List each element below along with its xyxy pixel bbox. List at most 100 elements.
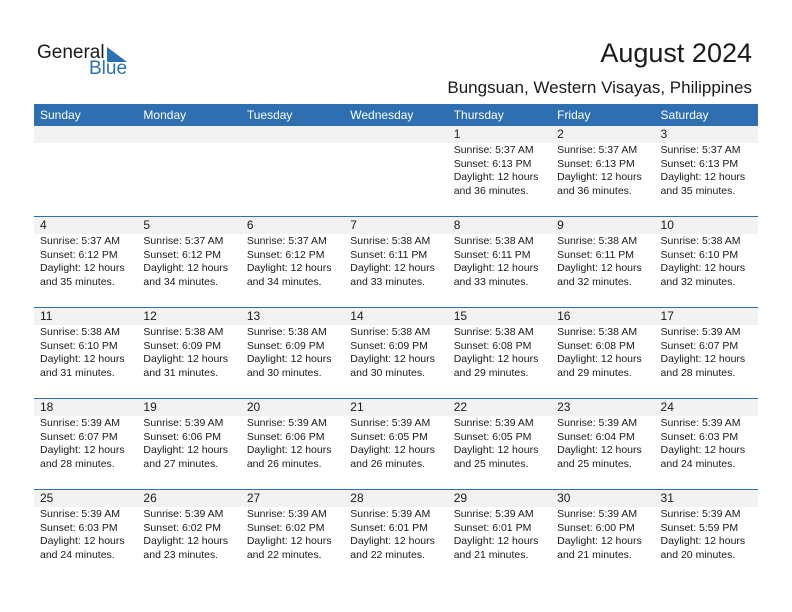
sunrise-text: Sunrise: 5:39 AM [557, 417, 638, 429]
daylight-text: Daylight: 12 hours [453, 262, 539, 274]
day-cell: 9 Sunrise: 5:38 AM Sunset: 6:11 PM Daylight… [551, 217, 655, 307]
day-number-band [240, 126, 345, 143]
day-number-band [137, 126, 241, 143]
day-cell: 30 Sunrise: 5:39 AM Sunset: 6:00 PM Dayligh… [551, 490, 655, 580]
sunrise-text: Sunrise: 5:39 AM [143, 508, 224, 520]
daylight-text: Daylight: 12 hours [246, 535, 332, 547]
daylight-text: Daylight: 12 hours [660, 444, 746, 456]
sunset-text: Sunset: 6:10 PM [660, 248, 739, 261]
daylight-text: Daylight: 12 hours [143, 262, 229, 274]
day-details: Sunrise: 5:39 AM Sunset: 6:07 PM Daylight:… [40, 417, 125, 471]
sunset-text: Sunset: 6:05 PM [350, 430, 428, 443]
sunrise-text: Sunrise: 5:39 AM [350, 508, 431, 520]
minutes-text: and 28 minutes. [660, 366, 736, 379]
day-cell: 15 Sunrise: 5:38 AM Sunset: 6:08 PM Dayligh… [447, 308, 552, 398]
weekday-tuesday: Tuesday [246, 108, 293, 122]
day-cell: 23 Sunrise: 5:39 AM Sunset: 6:04 PM Dayligh… [551, 399, 655, 489]
day-details: Sunrise: 5:38 AM Sunset: 6:11 PM Daylight:… [350, 235, 435, 289]
empty-cell [137, 126, 241, 216]
day-cell: 1 Sunrise: 5:37 AM Sunset: 6:13 PM Daylight… [447, 126, 552, 216]
calendar-grid: Sunday Monday Tuesday Wednesday Thursday Frid… [34, 104, 758, 580]
day-cell: 29 Sunrise: 5:39 AM Sunset: 6:01 PM Dayligh… [447, 490, 552, 580]
daylight-text: Daylight: 12 hours [143, 535, 229, 547]
minutes-text: and 22 minutes. [350, 548, 425, 561]
weekday-monday: Monday [143, 108, 187, 122]
sunset-text: Sunset: 6:11 PM [350, 248, 428, 261]
sunrise-text: Sunrise: 5:37 AM [143, 235, 224, 247]
minutes-text: and 28 minutes. [40, 457, 115, 470]
day-number: 27 [246, 491, 261, 505]
day-number-band [551, 217, 655, 234]
sunset-text: Sunset: 6:06 PM [143, 430, 222, 443]
page-title: August 2024 [600, 38, 752, 68]
logo-text-general: General [37, 42, 105, 63]
day-cell: 18 Sunrise: 5:39 AM Sunset: 6:07 PM Dayligh… [34, 399, 138, 489]
daylight-text: Daylight: 12 hours [557, 444, 642, 456]
day-details: Sunrise: 5:37 AM Sunset: 6:12 PM Daylight:… [143, 235, 228, 289]
day-cell: 2 Sunrise: 5:37 AM Sunset: 6:13 PM Daylight… [551, 126, 655, 216]
day-number-band [344, 308, 448, 325]
sunrise-text: Sunrise: 5:38 AM [350, 235, 431, 247]
daylight-text: Daylight: 12 hours [453, 444, 539, 456]
day-number: 14 [350, 309, 364, 323]
day-number: 4 [40, 218, 47, 232]
sunrise-text: Sunrise: 5:39 AM [40, 417, 120, 429]
day-number-band [551, 308, 655, 325]
daylight-text: Daylight: 12 hours [40, 262, 125, 274]
daylight-text: Daylight: 12 hours [40, 444, 125, 456]
day-number-band [240, 308, 345, 325]
sunset-text: Sunset: 6:03 PM [660, 430, 739, 443]
weekday-friday: Friday [557, 108, 591, 122]
daylight-text: Daylight: 12 hours [40, 535, 125, 547]
empty-cell [240, 126, 345, 216]
day-number-band [447, 217, 552, 234]
day-number: 11 [40, 309, 53, 323]
day-cell: 26 Sunrise: 5:39 AM Sunset: 6:02 PM Dayligh… [137, 490, 241, 580]
logo-text-blue: Blue [89, 58, 128, 79]
day-cell: 11 Sunrise: 5:38 AM Sunset: 6:10 PM Dayligh… [34, 308, 138, 398]
daylight-text: Daylight: 12 hours [246, 444, 332, 456]
day-number-band [344, 490, 448, 507]
daylight-text: Daylight: 12 hours [660, 535, 746, 547]
day-details: Sunrise: 5:39 AM Sunset: 6:06 PM Daylight:… [247, 417, 332, 471]
minutes-text: and 36 minutes. [453, 184, 529, 197]
daylight-text: Daylight: 12 hours [143, 444, 229, 456]
minutes-text: and 30 minutes. [350, 366, 425, 379]
weekday-header: Sunday Monday Tuesday Wednesday Thursday Frid… [34, 104, 758, 126]
day-number-band [551, 490, 655, 507]
day-details: Sunrise: 5:38 AM Sunset: 6:08 PM Daylight:… [557, 326, 642, 380]
day-number: 13 [246, 309, 261, 323]
minutes-text: and 21 minutes. [453, 548, 529, 561]
sunrise-text: Sunrise: 5:39 AM [660, 417, 741, 429]
day-details: Sunrise: 5:39 AM Sunset: 6:00 PM Daylight:… [557, 508, 642, 562]
sunset-text: Sunset: 6:09 PM [246, 339, 325, 352]
sunset-text: Sunset: 6:09 PM [350, 339, 428, 352]
day-number: 25 [40, 491, 54, 505]
daylight-text: Daylight: 12 hours [660, 171, 746, 183]
day-details: Sunrise: 5:39 AM Sunset: 6:01 PM Daylight:… [454, 508, 539, 562]
sunset-text: Sunset: 6:12 PM [143, 248, 222, 261]
weekday-sunday: Sunday [40, 108, 81, 122]
sunrise-text: Sunrise: 5:39 AM [660, 326, 741, 338]
daylight-text: Daylight: 12 hours [453, 171, 539, 183]
day-number: 12 [143, 309, 157, 323]
day-details: Sunrise: 5:39 AM Sunset: 6:07 PM Daylight:… [661, 326, 746, 380]
day-number-band [34, 217, 138, 234]
minutes-text: and 21 minutes. [557, 548, 632, 561]
sunrise-text: Sunrise: 5:39 AM [453, 508, 534, 520]
sunset-text: Sunset: 6:07 PM [660, 339, 739, 352]
day-cell: 16 Sunrise: 5:38 AM Sunset: 6:08 PM Dayligh… [551, 308, 655, 398]
minutes-text: and 20 minutes. [660, 548, 736, 561]
sunset-text: Sunset: 6:00 PM [557, 521, 635, 534]
empty-cell [34, 126, 138, 216]
sunset-text: Sunset: 6:01 PM [350, 521, 428, 534]
week-row: 11 Sunrise: 5:38 AM Sunset: 6:10 PM Dayligh… [34, 307, 758, 398]
minutes-text: and 24 minutes. [660, 457, 736, 470]
daylight-text: Daylight: 12 hours [350, 262, 435, 274]
sunrise-text: Sunrise: 5:39 AM [453, 417, 534, 429]
day-number: 10 [660, 218, 674, 232]
day-cell: 31 Sunrise: 5:39 AM Sunset: 5:59 PM Dayligh… [654, 490, 758, 580]
daylight-text: Daylight: 12 hours [557, 535, 642, 547]
day-number-band [654, 308, 758, 325]
